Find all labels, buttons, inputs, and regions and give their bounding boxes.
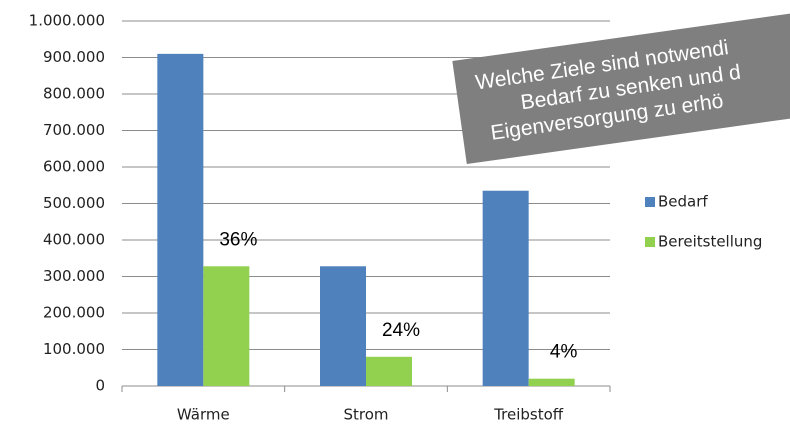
bar (366, 356, 412, 386)
y-tick-label: 500.000 (43, 194, 105, 212)
bar (203, 266, 250, 386)
banner: Welche Ziele sind notwendi Bedarf zu sen… (452, 2, 790, 165)
legend-swatch (645, 237, 655, 247)
legend-label: Bedarf (658, 193, 708, 211)
annotation: 4% (550, 342, 578, 363)
x-tick-label: Strom (343, 406, 388, 424)
y-tick-label: 600.000 (43, 158, 105, 176)
y-tick-label: 100.000 (43, 340, 105, 358)
bar (528, 378, 575, 386)
legend-label: Bereitstellung (658, 233, 762, 251)
y-tick-label: 1.000.000 (29, 12, 105, 30)
banner-box (452, 2, 790, 165)
bar (320, 266, 366, 386)
y-tick-label: 700.000 (43, 121, 105, 139)
y-tick-label: 800.000 (43, 85, 105, 103)
y-tick-label: 200.000 (43, 304, 105, 322)
bar (482, 190, 529, 386)
x-tick-label: Treibstoff (493, 406, 564, 424)
annotation: 36% (219, 229, 257, 250)
y-tick-label: 0 (95, 377, 105, 395)
y-tick-label: 900.000 (43, 48, 105, 66)
legend-swatch (645, 197, 655, 207)
y-tick-label: 300.000 (43, 267, 105, 285)
bar (157, 53, 204, 386)
annotation: 24% (382, 320, 420, 341)
x-tick-label: Wärme (177, 406, 230, 424)
y-tick-label: 400.000 (43, 231, 105, 249)
